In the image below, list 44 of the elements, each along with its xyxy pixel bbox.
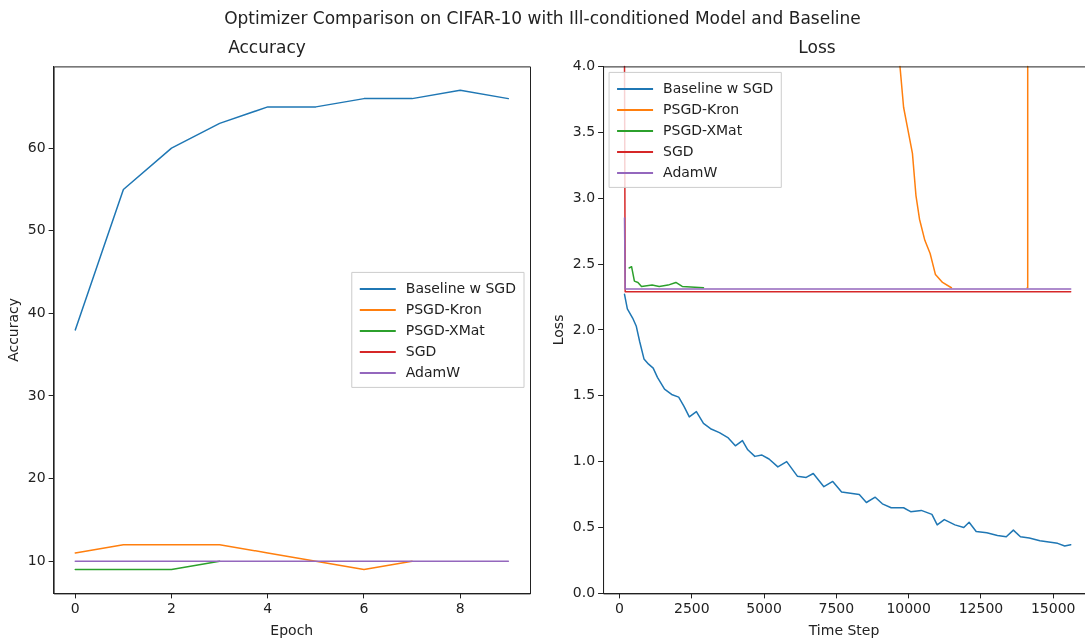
x-tick-label: 15000 bbox=[1030, 600, 1076, 617]
x-tick-label: 5000 bbox=[746, 600, 782, 617]
chart-title: Loss bbox=[798, 36, 836, 57]
legend-label: PSGD-XMat bbox=[663, 121, 743, 138]
x-tick-label: 8 bbox=[455, 600, 465, 617]
x-tick-label: 7500 bbox=[818, 600, 855, 617]
x-tick-label: 2 bbox=[167, 600, 176, 617]
x-tick-label: 12500 bbox=[958, 600, 1004, 617]
y-axis-title: Loss bbox=[550, 314, 567, 346]
x-tick-label: 0 bbox=[615, 600, 624, 617]
y-tick-label: 60 bbox=[27, 138, 46, 155]
x-tick-label: 4 bbox=[263, 600, 273, 617]
y-tick-label: 0.5 bbox=[572, 518, 596, 535]
y-tick-label: 4.0 bbox=[572, 57, 596, 74]
y-tick-label: 40 bbox=[27, 304, 46, 321]
y-tick-label: 3.5 bbox=[572, 122, 596, 139]
legend-label: PSGD-Kron bbox=[663, 100, 740, 117]
y-tick-label: 2.5 bbox=[572, 254, 596, 271]
legend-label: AdamW bbox=[663, 163, 718, 180]
x-axis-title: Epoch bbox=[270, 622, 314, 639]
y-tick-label: 1.0 bbox=[572, 452, 596, 469]
y-axis-title: Accuracy bbox=[5, 297, 22, 362]
y-tick-label: 2.0 bbox=[572, 320, 596, 337]
x-axis-title: Time Step bbox=[807, 622, 880, 639]
legend-label: PSGD-Kron bbox=[405, 300, 482, 317]
legend-label: SGD bbox=[663, 142, 694, 159]
y-tick-label: 10 bbox=[27, 551, 46, 568]
x-tick-label: 2500 bbox=[674, 600, 710, 617]
y-tick-label: 20 bbox=[27, 469, 46, 486]
x-tick-label: 0 bbox=[70, 600, 80, 617]
chart-title: Accuracy bbox=[228, 36, 306, 57]
legend-label: Baseline w SGD bbox=[663, 79, 774, 96]
legend-label: SGD bbox=[405, 342, 437, 359]
y-tick-label: 3.0 bbox=[572, 188, 596, 205]
y-tick-label: 30 bbox=[27, 386, 46, 403]
x-tick-label: 10000 bbox=[886, 600, 931, 617]
text: Optimizer Comparison on CIFAR-10 with Ill-conditioned Model and Baseline bbox=[223, 8, 862, 28]
y-tick-label: 1.5 bbox=[572, 386, 596, 403]
legend-label: PSGD-XMat bbox=[405, 321, 486, 338]
legend-label: Baseline w SGD bbox=[405, 279, 517, 296]
y-tick-label: 0.0 bbox=[572, 584, 596, 601]
legend-label: AdamW bbox=[405, 363, 461, 380]
x-tick-label: 6 bbox=[359, 600, 369, 617]
y-tick-label: 50 bbox=[27, 221, 46, 238]
